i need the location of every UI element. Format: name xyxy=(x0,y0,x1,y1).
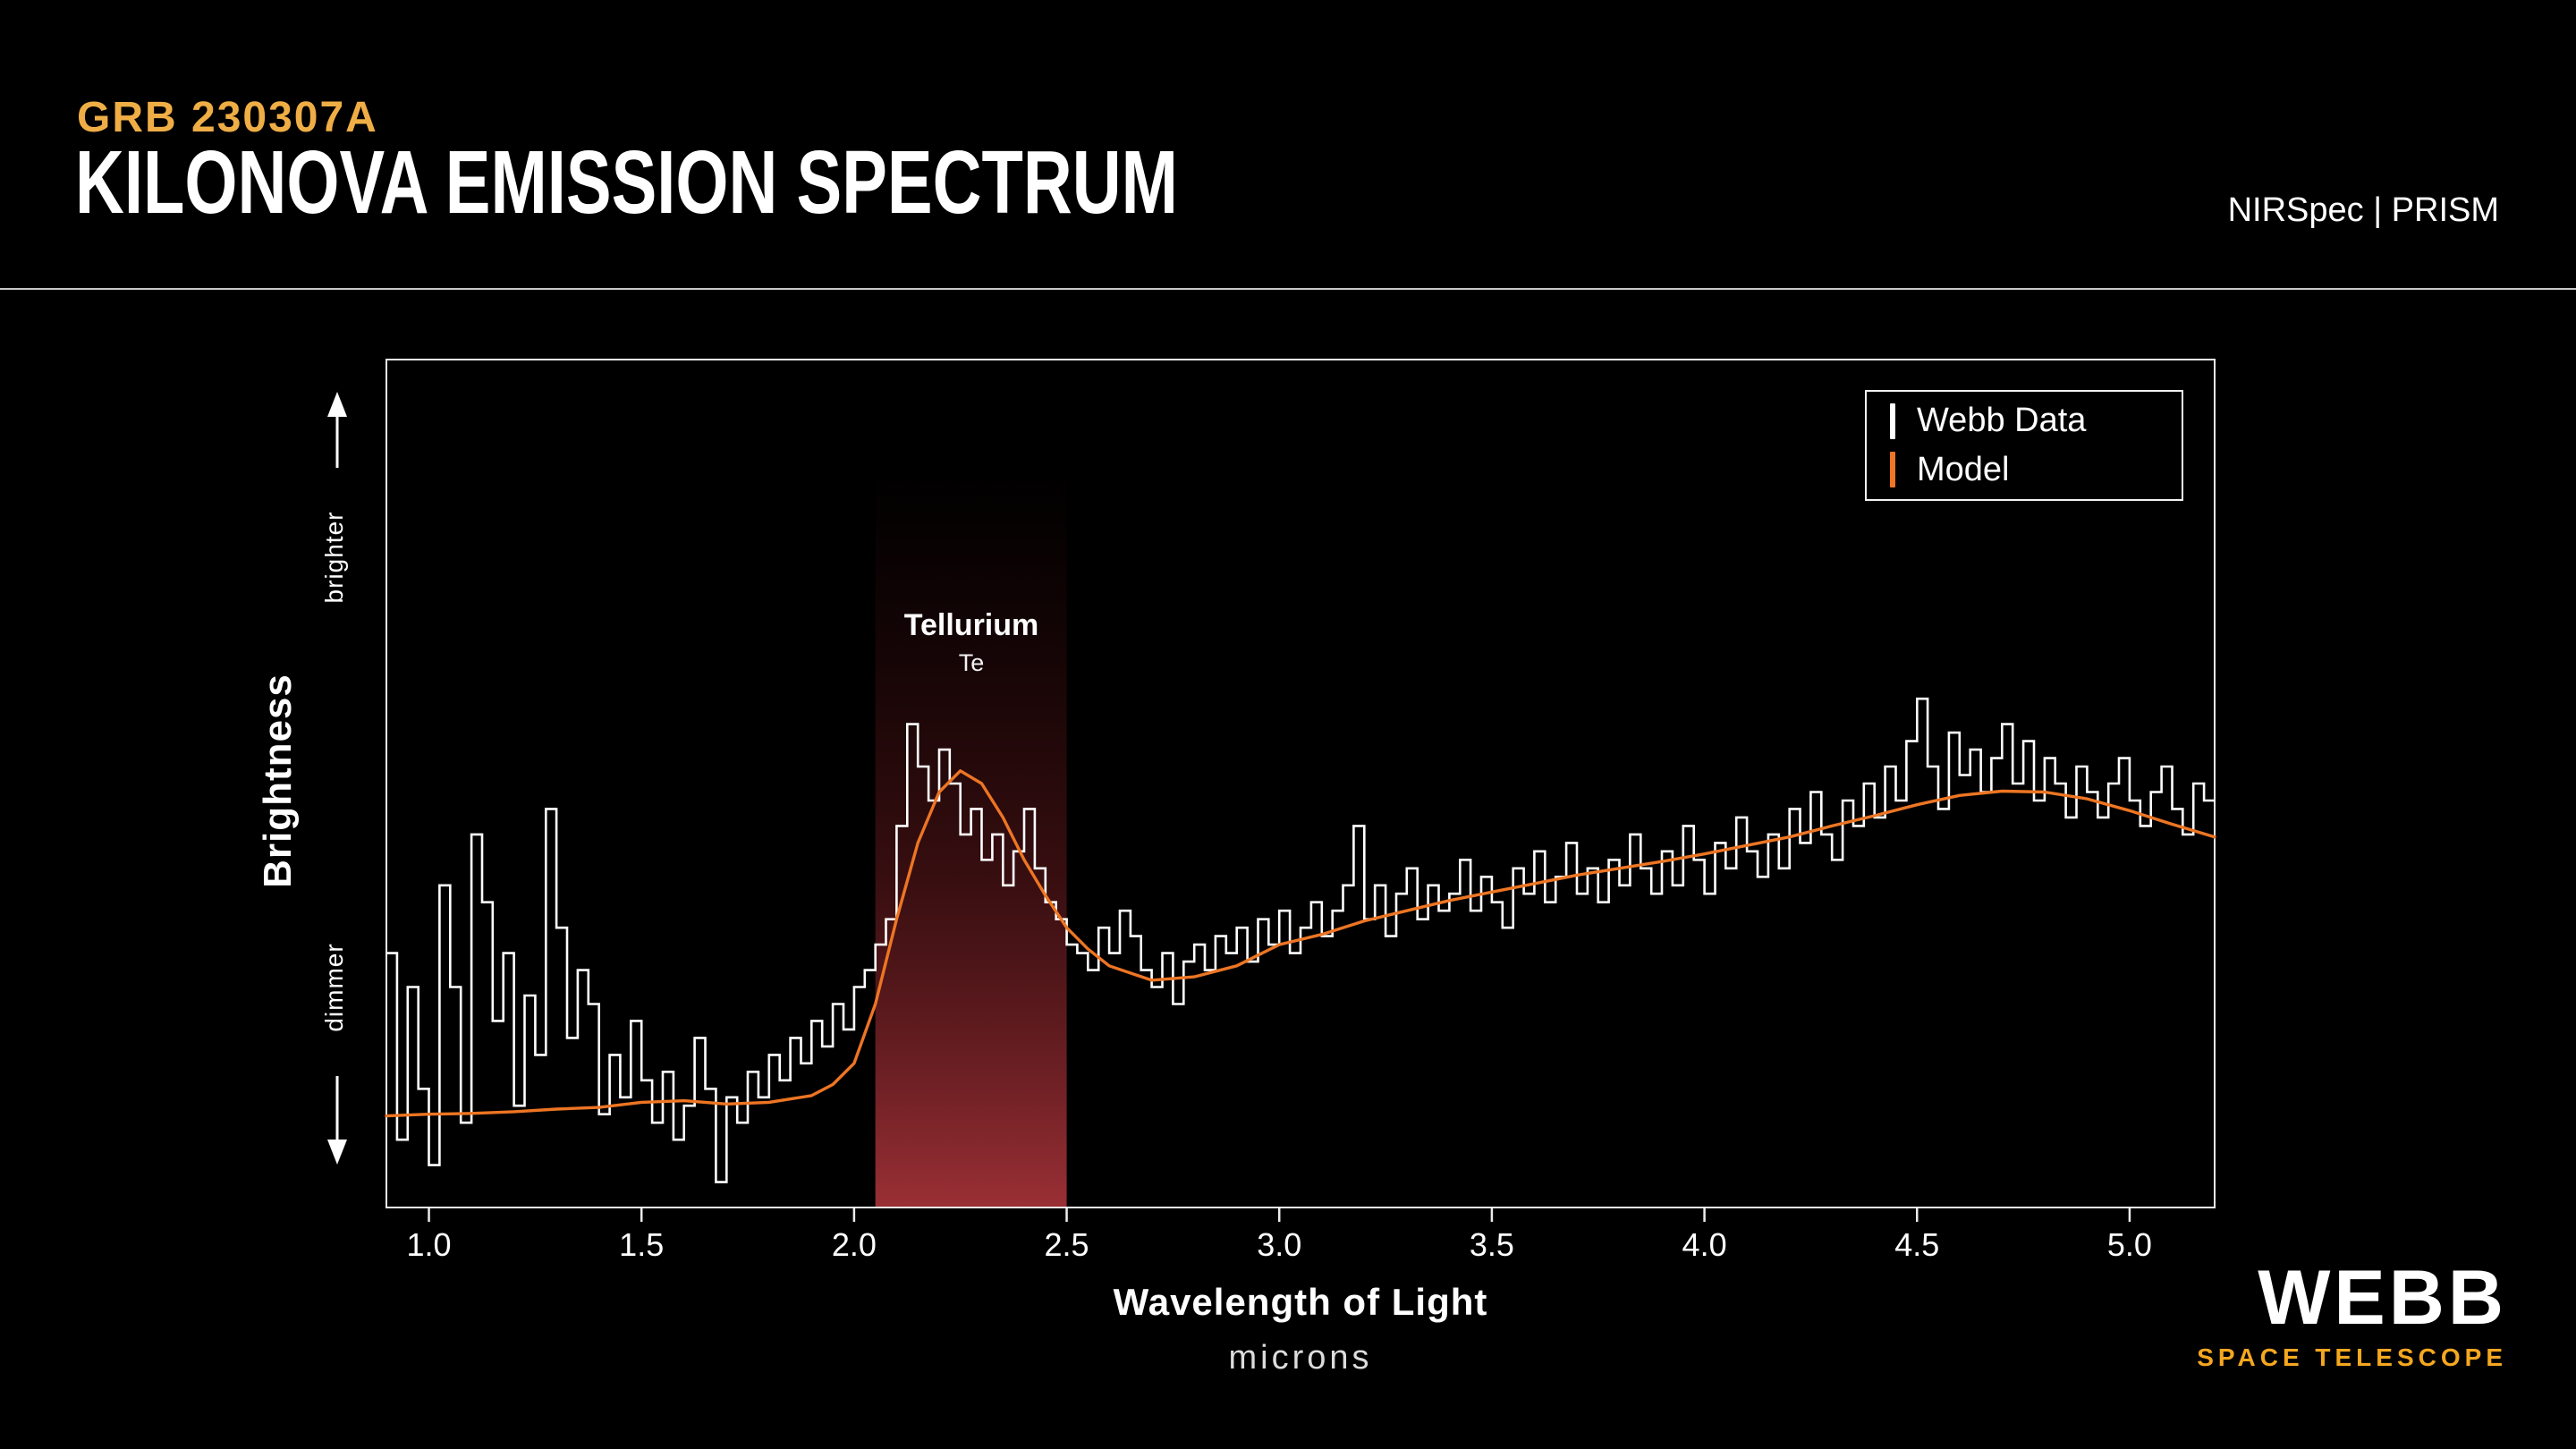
x-tick-label: 3.5 xyxy=(1470,1226,1514,1263)
x-axis-unit-label: microns xyxy=(1228,1339,1373,1377)
x-tick-label: 5.0 xyxy=(2107,1226,2152,1263)
x-axis-title: Wavelength of Light xyxy=(1113,1281,1488,1323)
model-marker-icon xyxy=(1890,452,1895,488)
chart-legend: Webb Data Model xyxy=(1865,390,2183,501)
tellurium-band xyxy=(875,468,1067,1208)
tellurium-symbol-label: Te xyxy=(958,649,985,676)
legend-item-webb-data: Webb Data xyxy=(1890,402,2182,440)
webb-logo: WEBB SPACE TELESCOPE xyxy=(2197,1259,2507,1372)
grb-id-label: GRB 230307A xyxy=(77,94,378,141)
legend-webb-data-label: Webb Data xyxy=(1917,402,2087,440)
plot-border xyxy=(386,359,2216,1208)
x-tick-label: 1.5 xyxy=(619,1226,664,1263)
x-tick-label: 2.5 xyxy=(1045,1226,1089,1263)
dimmer-arrow-icon xyxy=(327,1076,347,1165)
x-tick-label: 3.0 xyxy=(1257,1226,1301,1263)
instrument-label: NIRSpec | PRISM xyxy=(2227,191,2499,229)
x-tick-label: 1.0 xyxy=(407,1226,452,1263)
x-tick-label: 4.0 xyxy=(1682,1226,1727,1263)
brighter-arrow-icon xyxy=(327,392,347,468)
y-axis-title: Brightness xyxy=(256,674,300,888)
model-line xyxy=(385,769,2216,1118)
y-axis-brighter-label: brighter xyxy=(320,511,348,604)
page-title: KILONOVA EMISSION SPECTRUM xyxy=(75,132,1178,233)
y-axis-dimmer-label: dimmer xyxy=(320,943,348,1032)
webb-logo-name: WEBB xyxy=(2258,1255,2507,1341)
webb-data-marker-icon xyxy=(1890,402,1895,439)
legend-item-model: Model xyxy=(1890,451,2182,489)
x-tick-label: 4.5 xyxy=(1894,1226,1939,1263)
webb-logo-subtitle: SPACE TELESCOPE xyxy=(2197,1343,2507,1371)
legend-model-label: Model xyxy=(1917,450,2010,488)
header-divider xyxy=(0,288,2576,290)
x-tick-label: 2.0 xyxy=(832,1226,877,1263)
tellurium-label: Tellurium xyxy=(903,608,1039,642)
